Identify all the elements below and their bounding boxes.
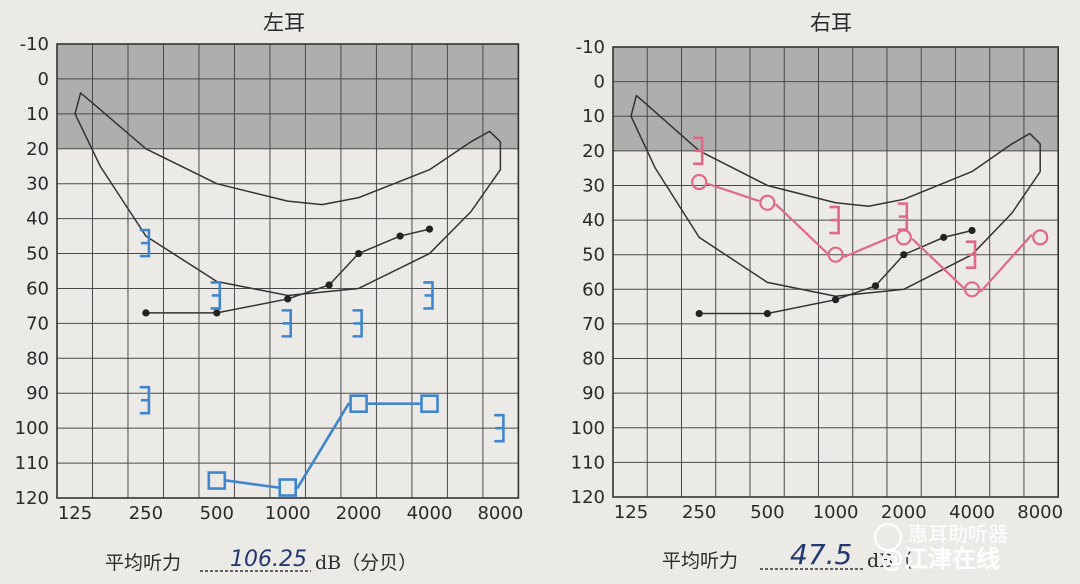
right-frame	[612, 46, 1060, 498]
left-reference-point	[355, 249, 363, 258]
right-air-link	[775, 203, 828, 254]
right-average-unit: dB（	[867, 550, 912, 572]
left-y-tick: 90	[26, 383, 49, 404]
left-average-label: 平均听力	[105, 552, 181, 574]
left-y-tick: 20	[26, 139, 49, 160]
right-y-tick: 30	[582, 175, 605, 196]
left-air-square	[278, 478, 298, 497]
right-reference-point	[871, 282, 880, 290]
right-air-link	[843, 234, 896, 258]
right-y-tick: 40	[582, 210, 605, 231]
left-y-tick: 120	[15, 488, 49, 509]
right-y-tick: 10	[582, 106, 605, 127]
right-x-tick: 1000	[813, 502, 859, 523]
left-air-link	[296, 402, 350, 489]
right-reference-point	[832, 296, 840, 304]
left-y-tick: 30	[26, 174, 49, 195]
right-y-tick: 70	[582, 314, 605, 335]
left-x-tick: 2000	[336, 503, 382, 524]
right-y-tick: 100	[571, 418, 605, 439]
left-air-square	[207, 471, 227, 490]
right-y-tick: 0	[594, 72, 605, 93]
right-x-tick: 500	[750, 502, 784, 523]
left-speech-banana	[74, 92, 502, 297]
left-average-unit: dB（分贝）	[315, 552, 417, 574]
right-air-circle	[963, 281, 981, 298]
right-shaded-band	[613, 47, 1059, 151]
right-x-tick: 125	[614, 502, 648, 523]
right-speech-banana	[630, 94, 1041, 297]
right-air-circle	[759, 194, 776, 211]
left-y-tick: 80	[26, 348, 49, 369]
left-reference-point	[325, 281, 333, 289]
left-shaded-band	[57, 44, 519, 149]
right-y-tick: 120	[571, 487, 605, 508]
left-average-value: 106.25	[230, 547, 307, 572]
left-reference-point	[284, 295, 292, 303]
left-y-tick: 70	[26, 313, 49, 334]
right-y-tick: 50	[582, 245, 605, 266]
left-x-tick: 125	[58, 503, 92, 524]
right-air-circle	[895, 229, 912, 246]
left-air-square	[349, 394, 368, 414]
right-reference-point	[763, 309, 772, 318]
right-y-tick: 90	[582, 383, 605, 404]
left-y-tick: 50	[26, 244, 49, 265]
right-air-link	[911, 238, 965, 289]
left-y-tick: 40	[26, 209, 49, 230]
wechat-icon	[874, 523, 902, 551]
right-ear-audiogram: 右耳 -10 0 10 20 30 40 50 60 70 80 90 100 110 120 125 250 5…	[571, 11, 1063, 572]
right-y-tick: -10	[576, 37, 605, 58]
left-y-tick: 10	[26, 104, 49, 125]
left-reference-point	[425, 225, 434, 233]
right-air-link	[979, 234, 1033, 293]
watermark-subtitle: @江津在线	[880, 545, 1000, 573]
left-reference-point	[396, 232, 404, 240]
right-air-link	[707, 182, 760, 202]
left-x-tick: 250	[129, 503, 163, 524]
right-y-tick: 80	[582, 349, 605, 370]
left-x-tick: 500	[200, 503, 234, 524]
watermark: 惠耳助听器 @江津在线	[874, 522, 1008, 573]
left-y-tick: -10	[20, 34, 49, 55]
left-y-tick: 60	[26, 278, 49, 299]
right-y-tick: 60	[582, 279, 605, 300]
left-x-tick: 1000	[265, 503, 311, 524]
left-y-tick: 100	[15, 418, 49, 439]
right-y-tick: 110	[571, 452, 605, 473]
right-reference-point	[900, 251, 908, 259]
left-y-tick: 0	[38, 69, 49, 90]
right-x-tick: 2000	[881, 502, 927, 523]
right-x-tick: 8000	[1017, 502, 1063, 523]
right-x-tick: 250	[682, 502, 716, 523]
left-frame	[56, 43, 520, 499]
watermark-name: 惠耳助听器	[908, 522, 1008, 546]
left-y-tick: 110	[15, 453, 49, 474]
right-reference-point	[695, 309, 703, 318]
right-chart-title: 右耳	[810, 11, 852, 35]
right-y-tick: 20	[582, 141, 605, 162]
left-air-square	[420, 394, 439, 414]
left-x-tick: 8000	[477, 503, 523, 524]
right-x-tick: 4000	[949, 502, 995, 523]
right-reference-point	[940, 233, 948, 241]
right-air-circle	[1032, 229, 1049, 246]
right-reference-point	[968, 226, 976, 235]
left-chart-title: 左耳	[263, 11, 305, 35]
right-average-value: 47.5	[790, 538, 852, 571]
left-ear-audiogram: 左耳 -10 0 10 20 30 40 50 60 70 80 90 100 110 120 125 250 5…	[15, 11, 524, 574]
right-average-label: 平均听力	[662, 550, 738, 572]
left-reference-point	[213, 309, 221, 317]
left-air-link	[225, 479, 280, 489]
right-air-circle	[827, 246, 844, 263]
left-x-tick: 4000	[407, 503, 453, 524]
left-reference-point	[142, 309, 150, 317]
right-air-circle	[691, 173, 708, 191]
